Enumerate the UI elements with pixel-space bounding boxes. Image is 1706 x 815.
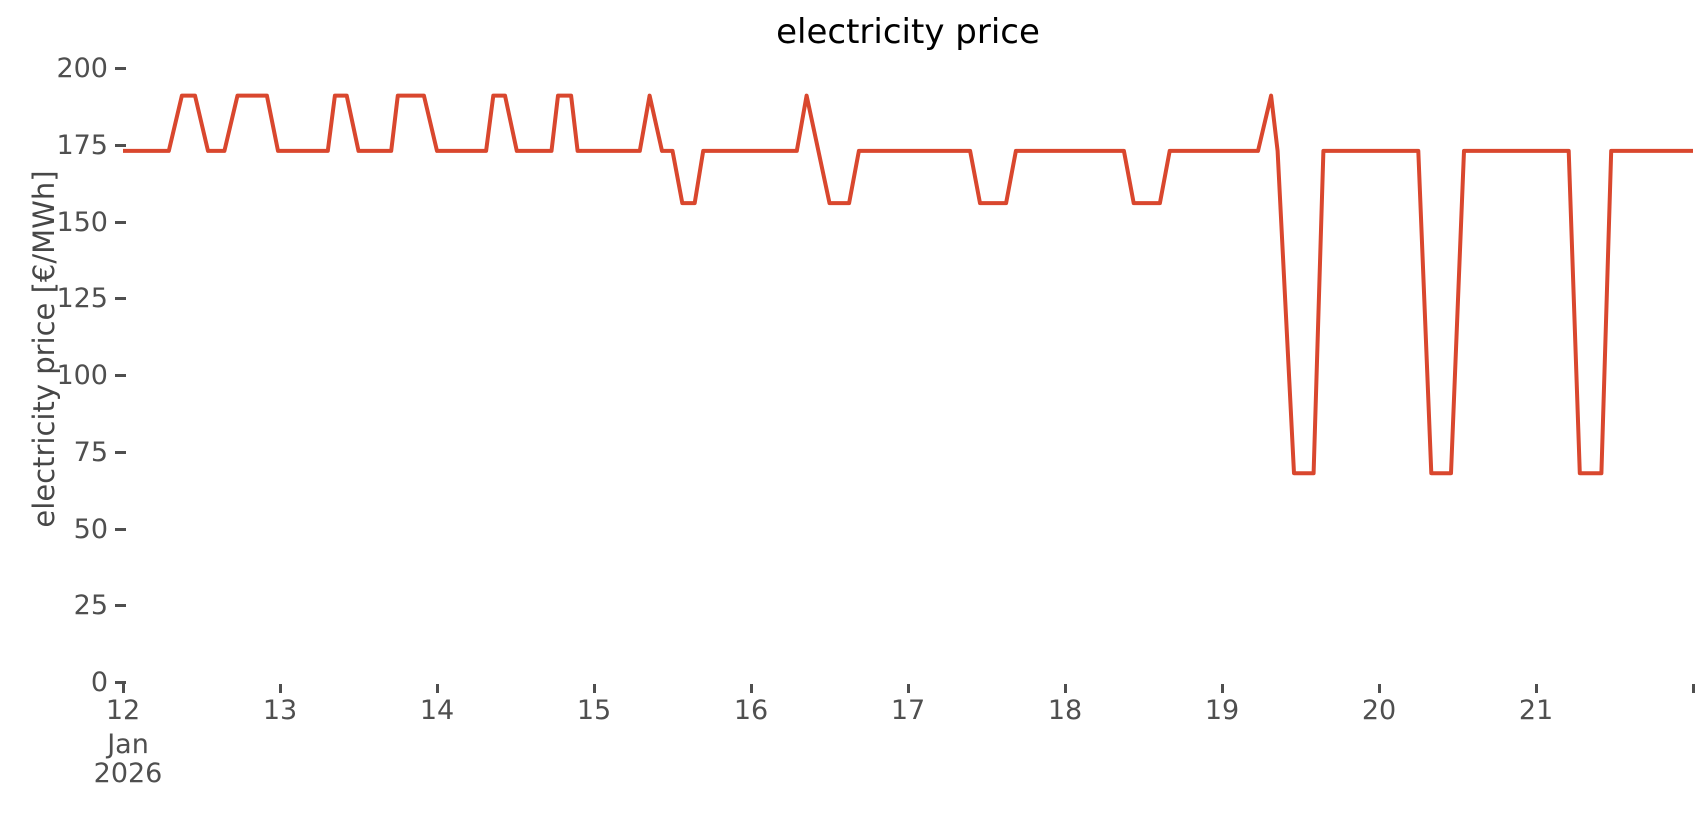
y-tick-label: 100 bbox=[56, 360, 108, 391]
y-tick-label: 75 bbox=[73, 436, 108, 468]
x-tick-label: 20 bbox=[1361, 695, 1397, 726]
x-tick-label: 12 bbox=[105, 695, 141, 726]
x-tick-mark bbox=[1378, 684, 1381, 693]
x-tick-label: 18 bbox=[1047, 695, 1083, 726]
x-tick-label: 13 bbox=[262, 695, 298, 726]
x-tick-mark bbox=[593, 684, 596, 693]
x-tick-mark bbox=[279, 684, 282, 693]
y-tick-label: 150 bbox=[56, 206, 108, 238]
y-tick-label: 200 bbox=[56, 53, 108, 84]
y-tick-mark bbox=[115, 450, 126, 454]
y-tick-label: 0 bbox=[90, 667, 108, 698]
x-tick-mark bbox=[1535, 684, 1538, 693]
y-tick-mark bbox=[115, 604, 126, 608]
x-tick-label: 15 bbox=[576, 695, 612, 726]
x-tick-mark bbox=[1064, 684, 1067, 693]
chart-title: electricity price bbox=[776, 12, 1040, 52]
x-tick-mark bbox=[122, 684, 125, 693]
y-tick-mark bbox=[115, 297, 126, 301]
x-tick-mark bbox=[750, 684, 753, 693]
y-tick-mark bbox=[115, 527, 126, 531]
x-axis-month-label: Jan bbox=[107, 729, 149, 760]
y-tick-label: 50 bbox=[73, 513, 108, 545]
x-tick-mark bbox=[1221, 684, 1224, 693]
price-line-series bbox=[123, 93, 1693, 476]
x-tick-mark bbox=[907, 684, 910, 693]
y-tick-label: 125 bbox=[56, 283, 108, 315]
x-tick-label: 14 bbox=[419, 695, 455, 726]
y-tick-mark bbox=[115, 220, 126, 224]
x-tick-label: 16 bbox=[733, 695, 769, 726]
y-tick-mark bbox=[115, 681, 126, 684]
x-tick-label: 21 bbox=[1518, 695, 1554, 726]
y-tick-mark bbox=[115, 67, 126, 70]
y-tick-label: 25 bbox=[73, 590, 108, 622]
y-tick-mark bbox=[115, 374, 126, 377]
x-tick-label: 19 bbox=[1204, 695, 1240, 726]
x-axis-year-label: 2026 bbox=[93, 758, 163, 789]
x-tick-mark bbox=[436, 684, 439, 693]
x-tick-label: 17 bbox=[890, 695, 926, 726]
y-tick-label: 175 bbox=[56, 129, 108, 161]
x-tick-mark bbox=[1692, 684, 1695, 693]
y-tick-mark bbox=[115, 143, 126, 147]
